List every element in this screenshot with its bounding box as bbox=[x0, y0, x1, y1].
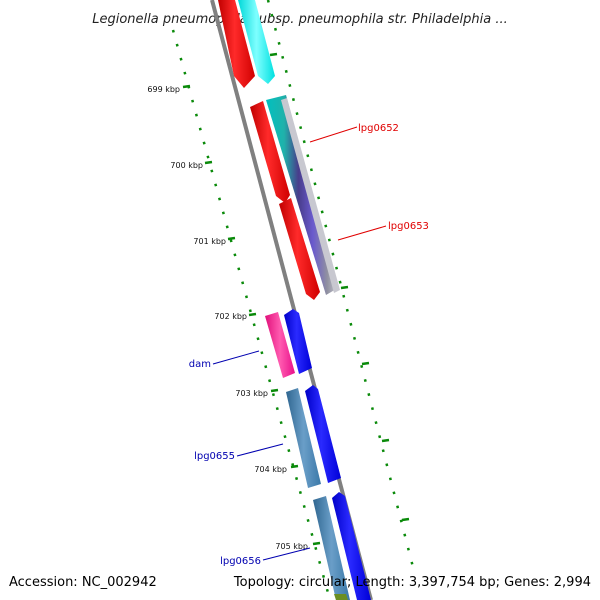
gene-red-top[interactable] bbox=[218, 0, 255, 88]
gene-dam-companion[interactable] bbox=[284, 309, 312, 374]
tick-label-701kbp: 701 kbp bbox=[193, 237, 226, 246]
tick-label-700kbp: 700 kbp bbox=[170, 161, 203, 170]
tick-label-703kbp: 703 kbp bbox=[235, 389, 268, 398]
leader-lpg0652 bbox=[309, 126, 358, 143]
feature-lane-stripes bbox=[266, 95, 338, 295]
tick-label-702kbp: 702 kbp bbox=[214, 312, 247, 321]
tick-label-704kbp: 704 kbp bbox=[254, 465, 287, 474]
map-title: Legionella pneumophila subsp. pneumophil… bbox=[92, 12, 508, 27]
gene-lpg0653[interactable] bbox=[279, 198, 320, 300]
gene-lpg0652[interactable] bbox=[250, 101, 290, 203]
leader-lpg0653 bbox=[337, 225, 387, 241]
gene-dam[interactable] bbox=[265, 312, 295, 378]
tick-ring-right bbox=[266, 0, 417, 576]
gene-label-lpg0653[interactable]: lpg0653 bbox=[388, 221, 429, 232]
feature-lane-grey bbox=[281, 98, 340, 293]
gene-label-dam[interactable]: dam bbox=[189, 359, 211, 370]
gene-lpg0655[interactable] bbox=[286, 388, 321, 488]
genome-summary-text: Topology: circular; Length: 3,397,754 bp… bbox=[233, 575, 591, 590]
major-ticks bbox=[182, 52, 410, 546]
gene-label-lpg0652[interactable]: lpg0652 bbox=[358, 123, 399, 134]
gene-label-lpg0655[interactable]: lpg0655 bbox=[194, 451, 235, 462]
gene-cyan-top[interactable] bbox=[238, 0, 275, 84]
tick-label-705kbp: 705 kbp bbox=[275, 542, 308, 551]
gene-lpg0655-companion[interactable] bbox=[305, 385, 341, 483]
accession-text: Accession: NC_002942 bbox=[9, 575, 157, 590]
gene-olive-bottom bbox=[334, 594, 348, 600]
leader-lpg0656 bbox=[262, 547, 311, 561]
leader-lpg0655 bbox=[236, 443, 284, 457]
tick-label-699kbp: 699 kbp bbox=[147, 85, 180, 94]
gene-label-lpg0656[interactable]: lpg0656 bbox=[220, 556, 261, 567]
gene-lpg0656-companion[interactable] bbox=[332, 492, 371, 600]
gene-lpg0656[interactable] bbox=[313, 496, 350, 600]
leader-dam bbox=[212, 350, 260, 365]
